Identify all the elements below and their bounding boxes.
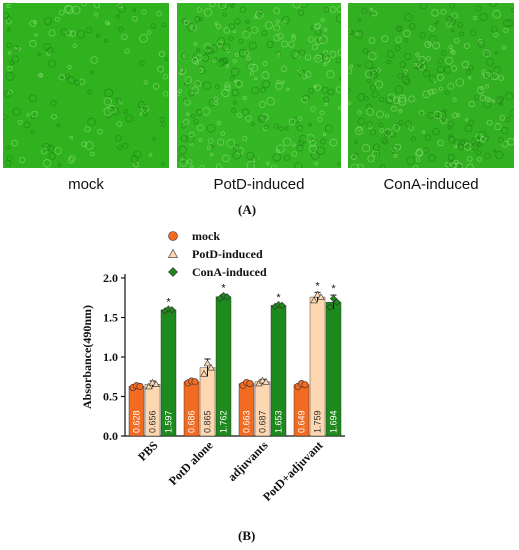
panel-b-label: (B) <box>238 528 256 543</box>
significance-mark: * <box>221 282 226 294</box>
panel-a-label: (A) <box>238 202 257 217</box>
data-point <box>145 382 153 390</box>
x-tick-label: PotD alone <box>166 438 216 488</box>
legend-label: PotD-induced <box>192 247 263 261</box>
data-point <box>152 380 160 388</box>
bar-value-label: 0.656 <box>148 410 158 433</box>
absorbance-bar-chart: mock PotD-induced ConA-induced 0.0 0.5 1.0 1.5… <box>80 229 345 504</box>
legend-label: ConA-induced <box>192 265 267 279</box>
y-tick-label: 1.5 <box>103 311 118 325</box>
bar-group-0: 0.628 0.656 * 1.597 <box>128 296 177 437</box>
legend-marker-potd-induced <box>167 248 179 258</box>
bar-value-label: 0.649 <box>297 410 307 433</box>
data-point <box>329 294 338 303</box>
y-tick-label: 2.0 <box>103 271 118 285</box>
significance-mark: * <box>315 280 320 292</box>
micrograph-mock-image <box>3 3 169 168</box>
significance-mark: * <box>276 292 281 304</box>
data-point <box>313 290 322 298</box>
legend-marker-mock <box>168 231 178 241</box>
data-point <box>310 296 318 304</box>
legend-item-potd-induced: PotD-induced <box>167 247 263 261</box>
bar-group-2: 0.663 0.687 * 1.653 <box>238 292 287 437</box>
micrograph-caption-potd-induced: PotD-induced <box>213 176 305 193</box>
chart-legend: mock PotD-induced ConA-induced <box>167 229 267 279</box>
bar-value-label: 0.687 <box>258 410 268 433</box>
micrograph-mock <box>3 3 169 168</box>
y-tick-label: 1.0 <box>103 350 118 364</box>
data-point <box>262 377 270 385</box>
bar-value-label: 1.759 <box>313 410 323 433</box>
bar-value-label: 0.663 <box>242 410 252 433</box>
legend-marker-cona-induced <box>168 267 178 277</box>
y-tick-label: 0.5 <box>103 390 118 404</box>
data-point <box>223 293 231 301</box>
micrograph-potd-induced <box>177 3 341 168</box>
significance-mark: * <box>331 283 336 295</box>
bar-group-1: 0.686 0.865 * 1.762 <box>183 282 232 437</box>
data-point <box>246 380 254 388</box>
data-point <box>136 382 144 390</box>
data-point <box>278 301 286 310</box>
data-point <box>333 298 341 306</box>
x-tick-label: PBS <box>135 438 161 464</box>
micrograph-cona-induced-image <box>348 3 514 168</box>
data-point <box>200 369 208 377</box>
data-point <box>317 293 325 300</box>
data-point <box>301 381 309 389</box>
bar-value-label: 0.628 <box>132 410 142 433</box>
y-axis-label: Absorbance(490nm) <box>80 305 94 409</box>
bar-value-label: 1.762 <box>219 410 229 433</box>
y-tick-label: 0.0 <box>103 429 118 443</box>
significance-mark: * <box>166 296 171 308</box>
data-point <box>203 359 212 367</box>
legend-label: mock <box>192 229 220 243</box>
x-tick-label: adjuvants <box>225 438 271 484</box>
legend-item-cona-induced: ConA-induced <box>168 265 267 279</box>
micrograph-caption-cona-induced: ConA-induced <box>383 176 479 193</box>
data-point <box>148 378 157 386</box>
data-point <box>168 306 176 314</box>
legend-item-mock: mock <box>168 229 220 243</box>
micrograph-cona-induced <box>348 3 514 168</box>
bar-value-label: 0.686 <box>187 410 197 433</box>
bar-value-label: 1.694 <box>329 410 339 433</box>
data-point <box>207 363 215 371</box>
data-point <box>191 378 199 386</box>
micrograph-caption-mock: mock <box>68 176 104 193</box>
bar-value-label: 1.653 <box>274 410 284 433</box>
bar-value-label: 1.597 <box>164 410 174 433</box>
micrograph-potd-induced-image <box>177 3 341 168</box>
bar-value-label: 0.865 <box>203 410 213 433</box>
data-point <box>326 303 334 311</box>
bar-group-3: 0.649 * 1.759 * 1.694 <box>293 280 342 437</box>
